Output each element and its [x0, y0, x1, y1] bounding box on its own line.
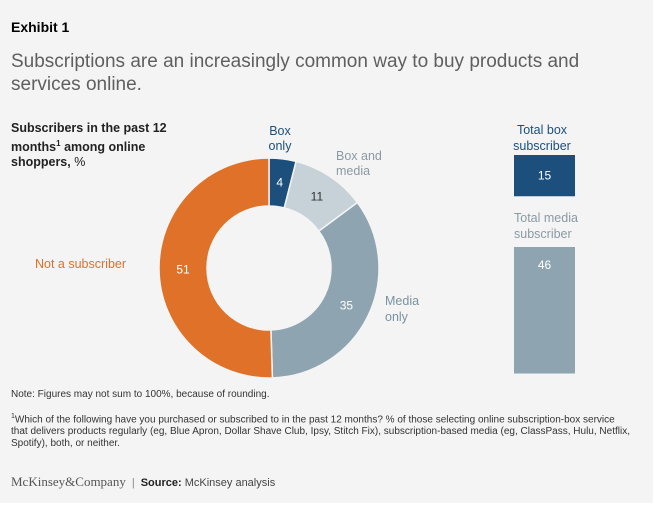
slice-value-media-only: 35	[340, 298, 354, 312]
bar-value-total-box-subscriber: 15	[538, 169, 552, 183]
subtitle-bold-2: among online shoppers,	[11, 140, 146, 170]
bar-value-total-media-subscriber: 46	[538, 258, 552, 272]
label-box-only-1: Box	[269, 124, 291, 138]
slice-not-a-subscriber	[158, 157, 274, 379]
label-total-box-2: subscriber	[513, 139, 571, 153]
slice-value-box-only: 4	[276, 176, 283, 190]
subtitle-footnote-mark: 1	[56, 139, 61, 148]
label-not-subscriber: Not a subscriber	[35, 257, 126, 271]
footer: McKinsey&Company | Source: McKinsey analys…	[11, 474, 275, 490]
footer-separator: |	[131, 477, 135, 489]
label-media-only-1: Media	[385, 294, 419, 308]
footnote-mark: 1	[11, 413, 15, 420]
label-total-media-1: Total media	[514, 211, 578, 225]
subtitle-bold: Subscribers in the past 12 months	[11, 121, 167, 155]
label-total-box-1: Total box	[517, 123, 568, 137]
source-label: Source:	[140, 477, 182, 489]
exhibit-label: Exhibit 1	[11, 19, 70, 35]
label-media-only-2: only	[385, 310, 409, 324]
slice-value-box-and-media: 11	[311, 190, 324, 204]
source-text: McKinsey analysis	[181, 477, 276, 489]
chart-subtitle: Subscribers in the past 12 months1 among…	[11, 121, 181, 170]
donut-chart: 4 11 35 51	[158, 157, 380, 379]
bar-total-media-subscriber	[514, 247, 575, 374]
note-text: Note: Figures may not sum to 100%, becau…	[11, 389, 270, 400]
label-total-media-2: subscriber	[514, 227, 572, 241]
footnote-text: 1Which of the following have you purchas…	[11, 411, 631, 450]
mckinsey-logo: McKinsey&Company	[11, 474, 126, 489]
bar-total-box-subscriber	[514, 155, 575, 197]
slice-media-only	[270, 201, 380, 379]
chart-title: Subscriptions are an increasingly common…	[11, 51, 580, 95]
footnote-body: Which of the following have you purchase…	[11, 414, 630, 450]
subtitle-unit: %	[70, 155, 86, 170]
label-box-only-2: only	[269, 139, 293, 153]
slice-value-not-a-subscriber: 51	[176, 262, 190, 276]
label-box-and-media-2: media	[336, 164, 370, 178]
label-box-and-media-1: Box and	[336, 149, 382, 163]
